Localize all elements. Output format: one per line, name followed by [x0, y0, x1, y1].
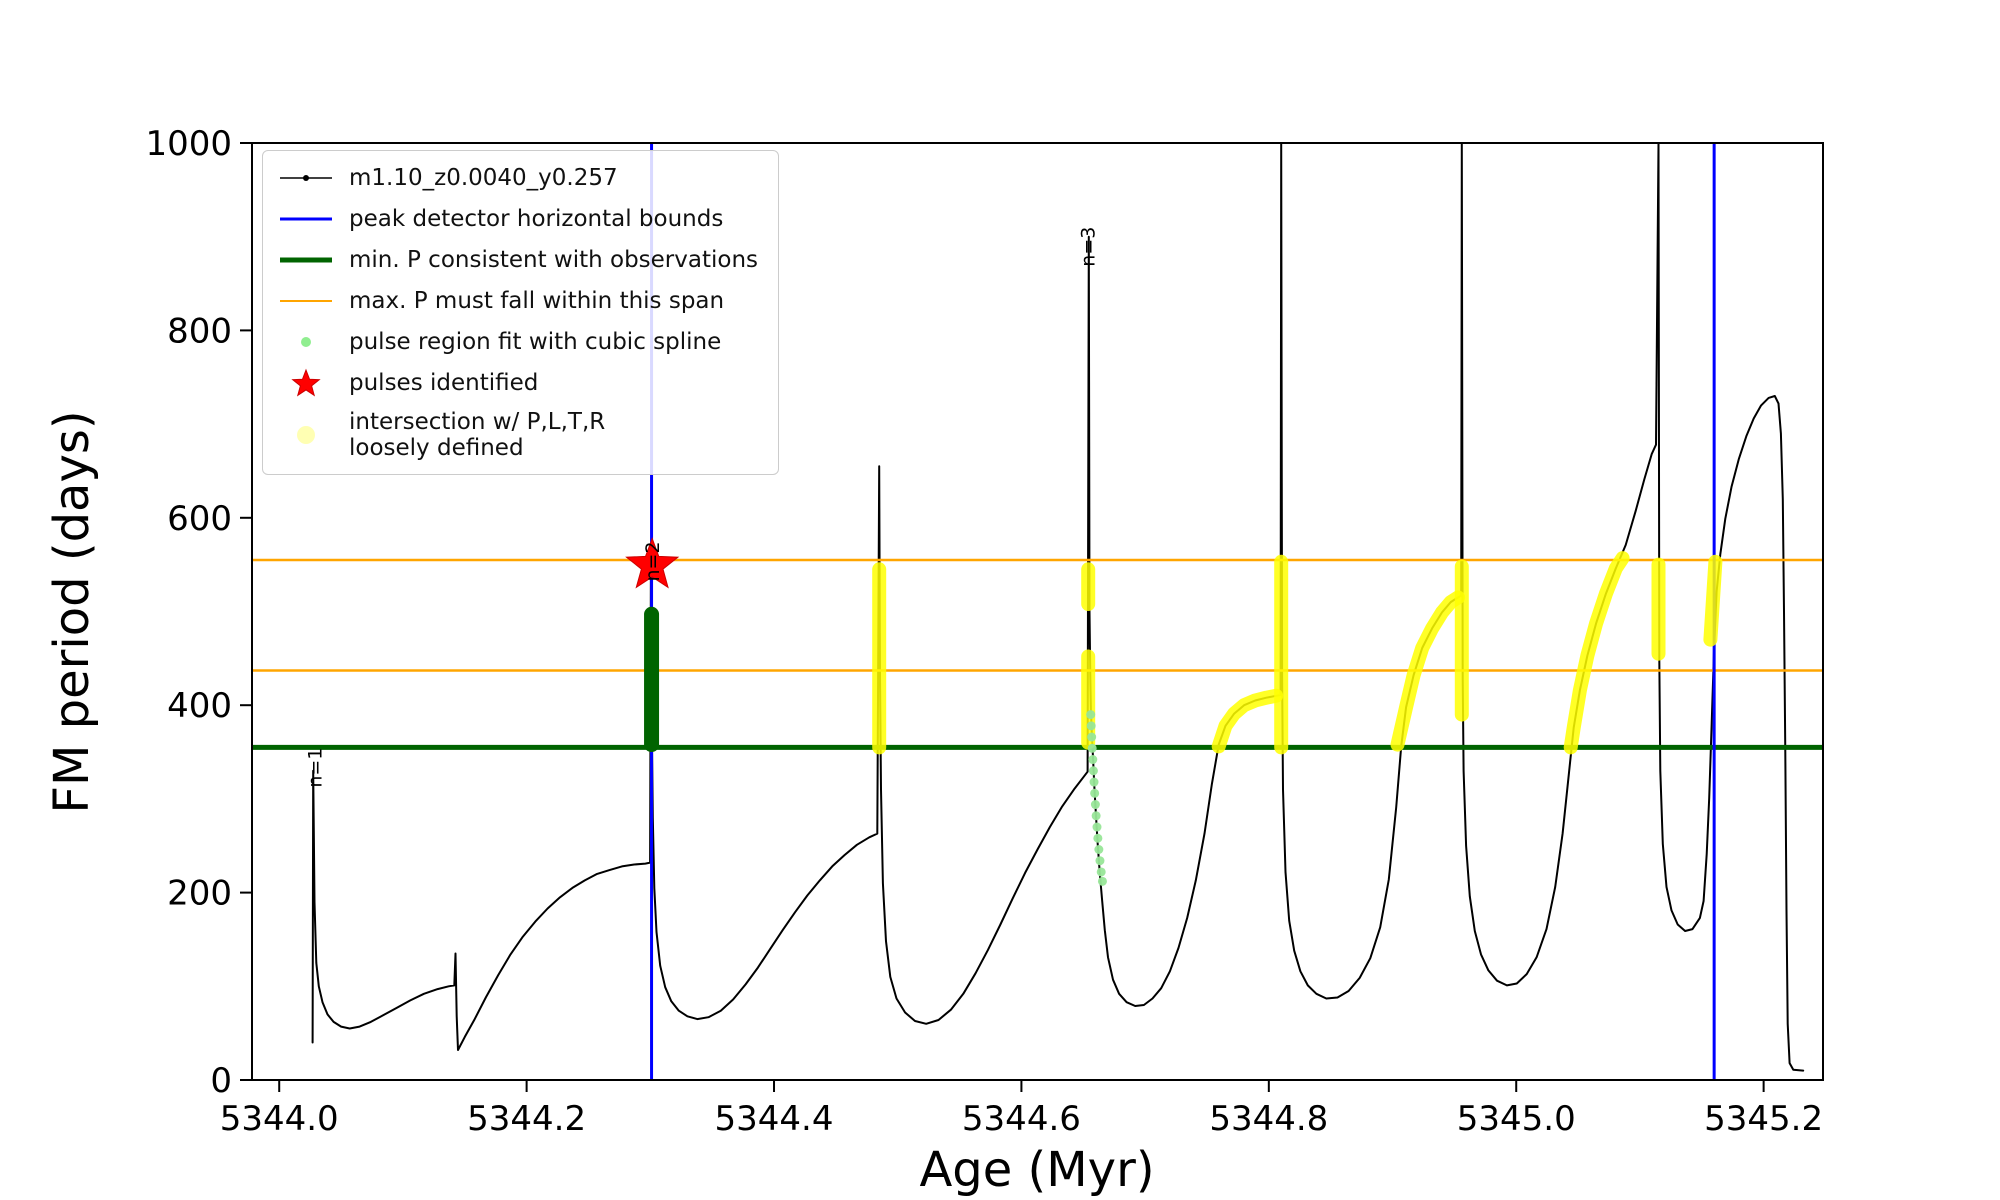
- spline-fit-dot: [1087, 732, 1097, 742]
- spline-fit-dot: [1091, 811, 1101, 821]
- intersection-marker-3: [1211, 688, 1284, 754]
- x-tick-label: 5344.4: [715, 1099, 834, 1139]
- intersection-marker-9: [1703, 554, 1723, 647]
- legend-item-label: peak detector horizontal bounds: [349, 205, 724, 232]
- spline-fit-dot: [1095, 856, 1105, 866]
- intersection-marker-7: [1563, 551, 1630, 755]
- spline-fit-dot: [1093, 833, 1103, 843]
- legend-item-6: intersection w/ P,L,T,R loosely defined: [277, 409, 758, 462]
- legend-line-icon: [277, 204, 335, 234]
- pulse-number-label: n=3: [1077, 227, 1099, 267]
- legend-item-4: pulse region fit with cubic spline: [277, 327, 758, 357]
- plot-border: [251, 142, 1824, 1081]
- legend-item-0: m1.10_z0.0040_y0.257: [277, 163, 758, 193]
- pulse-star-marker: [625, 537, 680, 589]
- y-tick-label: 0: [210, 1061, 232, 1101]
- intersection-marker-5: [1390, 590, 1466, 752]
- legend-line-icon: [277, 245, 335, 275]
- legend-item-label: intersection w/ P,L,T,R loosely defined: [349, 409, 606, 462]
- spline-fit-dot: [1086, 721, 1096, 731]
- x-axis-label: Age (Myr): [919, 1142, 1154, 1198]
- legend-star-icon: [277, 368, 335, 398]
- spline-fit-dot: [1088, 755, 1098, 765]
- x-tick-label: 5344.8: [1209, 1099, 1328, 1139]
- legend-item-2: min. P consistent with observations: [277, 245, 758, 275]
- spline-fit-dot: [1090, 788, 1100, 798]
- spline-fit-dot: [1088, 766, 1098, 776]
- x-tick-label: 5345.2: [1704, 1099, 1823, 1139]
- legend-item-1: peak detector horizontal bounds: [277, 204, 758, 234]
- spline-fit-dot: [1086, 710, 1096, 720]
- y-axis-label: FM period (days): [44, 410, 100, 813]
- legend-item-label: min. P consistent with observations: [349, 246, 759, 273]
- spline-fit-dot: [1092, 822, 1102, 832]
- legend-dot-icon: [277, 327, 335, 357]
- spline-fit-dot: [1087, 743, 1097, 753]
- y-tick-label: 400: [167, 686, 232, 726]
- axes: 5344.0 5344.2 5344.4 5344.6 5344.8 5345.0 5345…: [145, 124, 1823, 1139]
- legend-item-label: m1.10_z0.0040_y0.257: [349, 164, 618, 191]
- x-tick-label: 5344.0: [220, 1099, 339, 1139]
- y-tick-label: 1000: [145, 124, 232, 164]
- legend-item-label: pulse region fit with cubic spline: [349, 328, 722, 355]
- spline-fit-dot: [1096, 867, 1106, 877]
- legend-item-label: max. P must fall within this span: [349, 287, 725, 314]
- y-tick-label: 800: [167, 311, 232, 351]
- x-tick-label: 5344.6: [962, 1099, 1081, 1139]
- legend-item-5: pulses identified: [277, 368, 758, 398]
- spline-fit-dot: [1097, 876, 1107, 886]
- y-tick-label: 200: [167, 874, 232, 914]
- x-tick-label: 5345.0: [1457, 1099, 1576, 1139]
- spline-fit-dot: [1094, 844, 1104, 854]
- legend-line-icon: [277, 163, 335, 193]
- spline-fit-dot: [1089, 777, 1099, 787]
- pulse-number-label: n=1: [304, 748, 326, 788]
- plot-area: n=1 n=2 n=3: [252, 143, 1823, 1080]
- x-tick-label: 5344.2: [467, 1099, 586, 1139]
- pulse-number-label: n=2: [642, 541, 664, 581]
- y-tick-label: 600: [167, 499, 232, 539]
- spline-fit-dot: [1090, 800, 1100, 810]
- legend-item-label: pulses identified: [349, 369, 539, 396]
- legend-dot-icon: [277, 420, 335, 450]
- legend-item-3: max. P must fall within this span: [277, 286, 758, 316]
- legend-line-icon: [277, 286, 335, 316]
- series-track-0: [311, 143, 1805, 1072]
